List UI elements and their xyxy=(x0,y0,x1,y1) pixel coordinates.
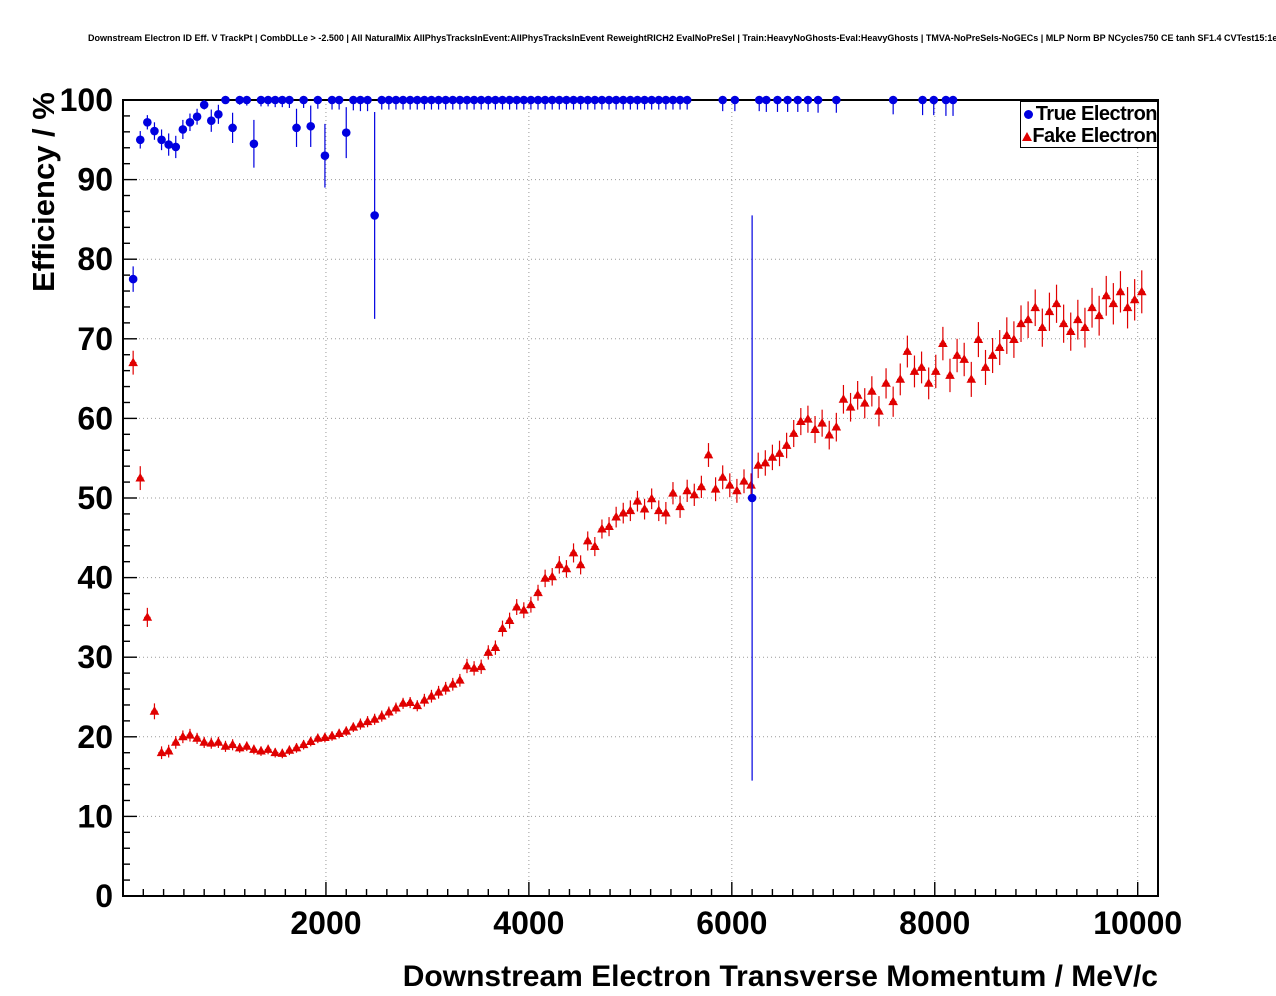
legend-item-true-electron: True Electron xyxy=(1021,102,1158,125)
legend-label-true-electron: True Electron xyxy=(1035,102,1158,125)
svg-text:10: 10 xyxy=(77,798,113,834)
svg-text:0: 0 xyxy=(95,878,113,914)
tick-labels: 2000 4000 6000 8000 10000 0 10 20 30 40 50 60 70 80 90… xyxy=(60,82,1183,941)
legend-label-fake-electron: Fake Electron xyxy=(1032,124,1157,147)
svg-text:20: 20 xyxy=(77,719,113,755)
svg-text:10000: 10000 xyxy=(1093,905,1182,941)
series-true-electron xyxy=(128,95,958,781)
svg-text:90: 90 xyxy=(77,162,113,198)
svg-text:8000: 8000 xyxy=(899,905,970,941)
plot-title: Downstream Electron ID Eff. V TrackPt | … xyxy=(88,33,1276,43)
legend: True Electron Fake Electron xyxy=(1020,101,1158,148)
plot-frame xyxy=(122,99,1159,897)
gridlines xyxy=(123,100,1158,896)
axis-ticks xyxy=(123,115,1139,896)
svg-text:80: 80 xyxy=(77,241,113,277)
svg-text:60: 60 xyxy=(77,400,113,436)
svg-text:30: 30 xyxy=(77,639,113,675)
true-electron-marker-icon xyxy=(1021,109,1036,119)
y-axis-title: Efficiency / % xyxy=(26,92,61,292)
svg-text:2000: 2000 xyxy=(290,905,361,941)
legend-item-fake-electron: Fake Electron xyxy=(1021,125,1157,147)
svg-text:100: 100 xyxy=(60,82,113,118)
svg-text:70: 70 xyxy=(77,321,113,357)
series-fake-electron xyxy=(128,270,1147,760)
svg-text:40: 40 xyxy=(77,560,113,596)
fake-electron-marker-icon xyxy=(1021,131,1032,141)
x-axis-title: Downstream Electron Transverse Momentum … xyxy=(402,960,1158,993)
svg-text:50: 50 xyxy=(77,480,113,516)
svg-text:4000: 4000 xyxy=(493,905,564,941)
svg-text:6000: 6000 xyxy=(696,905,767,941)
